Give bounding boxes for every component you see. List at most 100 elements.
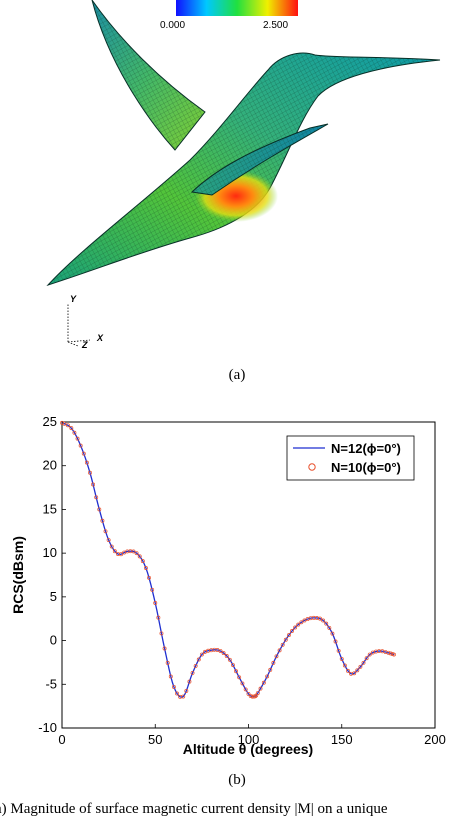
series-marker-n10	[231, 663, 235, 667]
series-marker-n10	[147, 575, 151, 580]
series-marker-n10	[171, 684, 176, 689]
series-marker-n10	[290, 629, 294, 633]
axis-x-label: X	[96, 333, 104, 343]
series-marker-n10	[271, 660, 276, 665]
x-tick-label: 200	[424, 732, 446, 747]
series-marker-n10	[234, 669, 239, 674]
series-marker-n10	[184, 688, 189, 693]
series-marker-n10	[386, 650, 391, 655]
series-marker-n10	[243, 687, 248, 692]
y-tick-label: 25	[43, 414, 57, 429]
y-tick-label: -5	[45, 676, 57, 691]
upper-wing	[91, 0, 206, 151]
series-marker-n10	[112, 549, 117, 554]
series-marker-n10	[221, 651, 226, 656]
series-marker-n10	[318, 616, 322, 621]
series-layer	[60, 420, 396, 699]
series-marker-n10	[196, 657, 201, 662]
series-marker-n10	[140, 559, 145, 564]
series-marker-n10	[168, 674, 173, 679]
series-marker-n10	[91, 482, 96, 487]
series-marker-n10	[355, 668, 360, 673]
caption-b: (b)	[228, 772, 246, 788]
rcs-chart: 0 50 100 150 200 -10 -5 0 5 10 15 20 25 N=12(ϕ=0°) N…	[0, 410, 474, 765]
lower-wing	[190, 123, 329, 196]
series-marker-n10	[75, 436, 80, 441]
legend-circle-marker	[308, 463, 316, 471]
series-marker-n10	[342, 663, 347, 668]
series-marker-n10	[246, 691, 251, 696]
series-marker-n10	[283, 637, 288, 642]
caption-a: (a)	[228, 367, 246, 383]
series-marker-n10	[255, 691, 260, 695]
series-marker-n10	[268, 667, 273, 672]
series-marker-n10	[119, 552, 124, 557]
series-marker-n10	[280, 642, 285, 647]
x-tick-label: 0	[58, 732, 65, 747]
series-marker-n10	[330, 631, 335, 636]
y-tick-label: 0	[50, 633, 57, 648]
legend-series-1: N=12(ϕ=0°)	[331, 441, 401, 456]
series-marker-n10	[193, 663, 198, 668]
series-marker-n10	[392, 652, 396, 657]
axis-z-label: Z	[81, 340, 88, 350]
series-marker-n10	[277, 648, 282, 653]
series-marker-n10	[88, 470, 92, 475]
series-marker-n10	[131, 549, 136, 554]
series-marker-n10	[237, 675, 242, 680]
series-marker-n10	[327, 625, 332, 630]
bird-model-render: 0.000 2.500 Y X Z	[46, 0, 441, 350]
series-marker-n10	[250, 694, 255, 699]
series-marker-n10	[265, 674, 270, 679]
series-marker-n10	[72, 430, 77, 435]
y-tick-label: 15	[43, 501, 57, 516]
colorbar-min-label: 0.000	[160, 20, 185, 31]
series-marker-n10	[253, 694, 258, 699]
series-marker-n10	[109, 544, 114, 549]
x-axis-label: Altitude θ (degrees)	[183, 741, 313, 757]
series-marker-n10	[165, 660, 170, 665]
series-marker-n10	[367, 652, 372, 657]
series-marker-n10	[336, 648, 341, 653]
series-marker-n10	[181, 694, 186, 699]
series-marker-n10	[358, 664, 363, 669]
series-marker-n10	[62, 421, 67, 426]
legend-series-2: N=10(ϕ=0°)	[331, 460, 401, 475]
series-marker-n10	[162, 646, 167, 651]
series-marker-n10	[274, 654, 279, 659]
series-marker-n10	[324, 621, 329, 626]
axis-y-label: Y	[70, 294, 77, 304]
series-marker-n10	[388, 651, 393, 656]
series-marker-n10	[153, 601, 158, 605]
tick-layer: 0 50 100 150 200 -10 -5 0 5 10 15 20 25	[38, 414, 446, 747]
series-marker-n10	[299, 620, 304, 625]
axis-triad: Y X Z	[67, 294, 104, 350]
y-tick-label: -10	[38, 720, 57, 735]
series-marker-n10	[261, 680, 266, 685]
series-marker-n10	[65, 423, 70, 428]
colorbar	[176, 0, 298, 16]
series-marker-n10	[106, 538, 111, 542]
series-marker-n10	[143, 566, 148, 570]
legend: N=12(ϕ=0°) N=10(ϕ=0°)	[286, 435, 415, 481]
series-marker-n10	[199, 652, 204, 657]
series-marker-n10	[134, 551, 139, 556]
series-marker-n10	[361, 660, 366, 665]
series-marker-n10	[224, 653, 229, 658]
series-marker-n10	[190, 670, 195, 675]
series-marker-n10	[137, 554, 142, 559]
x-tick-label: 50	[148, 732, 162, 747]
series-marker-n10	[240, 681, 245, 686]
y-tick-label: 20	[43, 458, 57, 473]
series-marker-n10	[175, 691, 179, 696]
series-marker-n10	[321, 618, 326, 623]
series-marker-n10	[94, 495, 99, 500]
series-marker-n10	[218, 649, 223, 654]
x-tick-label: 100	[238, 732, 260, 747]
series-marker-n10	[352, 671, 357, 676]
y-axis-label: RCS(dBsm)	[10, 536, 26, 614]
series-marker-n10	[69, 426, 74, 431]
series-marker-n10	[103, 529, 108, 534]
series-marker-n10	[339, 656, 344, 661]
series-marker-n10	[84, 460, 89, 465]
